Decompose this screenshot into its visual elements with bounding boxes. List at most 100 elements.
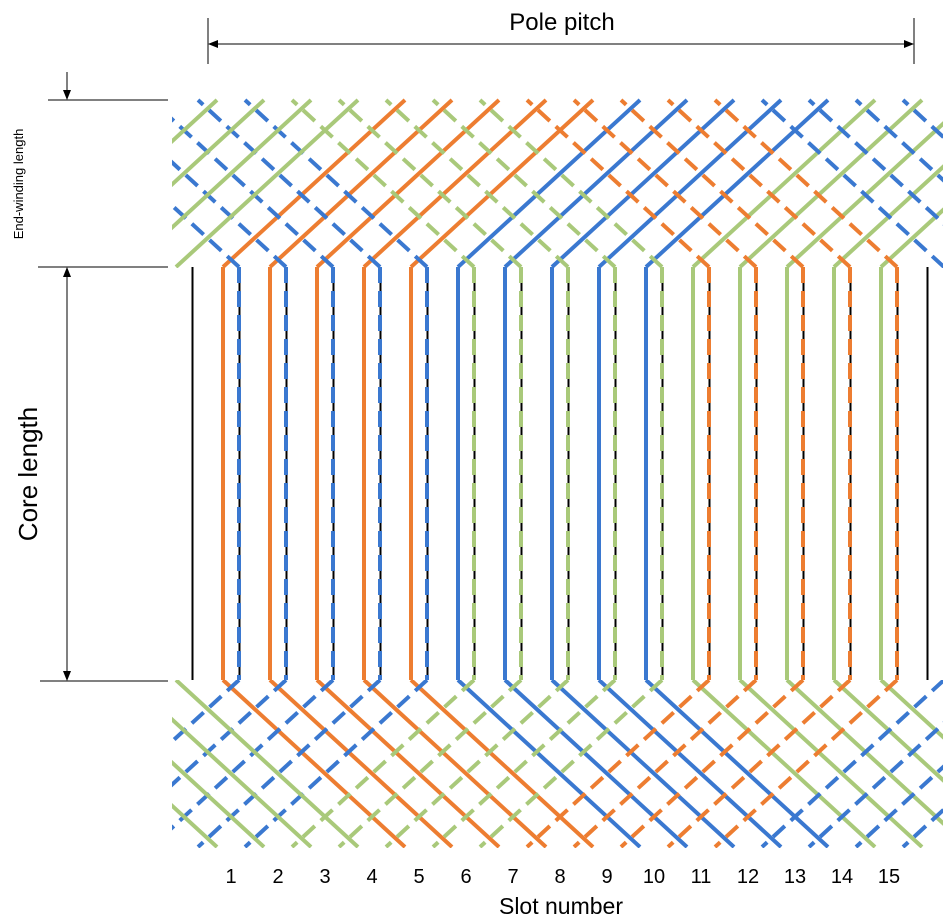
top-solid-end-winding bbox=[738, 98, 924, 268]
top-solid-end-winding bbox=[456, 98, 642, 268]
top-end-windings bbox=[172, 98, 943, 268]
bottom-solid-end-winding bbox=[691, 680, 877, 848]
bottom-solid-end-winding bbox=[172, 802, 219, 848]
top-solid-end-winding bbox=[644, 98, 830, 268]
bottom-solid-end-winding bbox=[0, 680, 170, 847]
slot-number-label: 4 bbox=[366, 866, 377, 888]
pole-pitch-dimension: Pole pitch bbox=[207, 9, 915, 64]
slot-number-label: 13 bbox=[784, 866, 806, 888]
top-solid-end-winding bbox=[503, 98, 689, 268]
core-length-label: Core length bbox=[13, 407, 43, 541]
top-dashed-end-winding bbox=[172, 159, 288, 268]
bottom-dashed-end-winding bbox=[854, 764, 943, 848]
top-dashed-end-winding bbox=[666, 98, 852, 268]
bottom-dashed-end-winding bbox=[384, 680, 570, 848]
slot-number-label: 7 bbox=[507, 866, 518, 888]
bottom-dashed-end-winding bbox=[243, 680, 429, 848]
top-dashed-end-winding bbox=[478, 98, 664, 268]
bottom-dashed-end-winding bbox=[337, 680, 523, 848]
top-dashed-end-winding bbox=[196, 98, 382, 268]
top-solid-end-winding bbox=[597, 98, 783, 268]
pole-pitch-label: Pole pitch bbox=[509, 9, 614, 36]
bottom-dashed-end-winding bbox=[172, 680, 241, 745]
bottom-solid-end-winding bbox=[172, 759, 266, 848]
bottom-solid-end-winding bbox=[597, 680, 783, 848]
bottom-solid-end-winding bbox=[409, 680, 595, 848]
slot-number-label: 12 bbox=[737, 866, 759, 888]
bottom-dashed-end-winding bbox=[572, 680, 758, 848]
slot-number-label: 8 bbox=[554, 866, 565, 888]
top-dashed-end-winding bbox=[901, 98, 943, 140]
slot-number-label: 2 bbox=[272, 866, 283, 888]
top-dashed-end-winding bbox=[172, 116, 335, 268]
slot-number-label: 9 bbox=[601, 866, 612, 888]
bottom-solid-end-winding bbox=[174, 680, 360, 848]
bottom-dashed-end-winding bbox=[760, 680, 943, 848]
bottom-solid-end-winding bbox=[362, 680, 548, 848]
top-dashed-end-winding bbox=[337, 98, 523, 268]
bottom-solid-end-winding bbox=[503, 680, 689, 848]
top-dashed-end-winding bbox=[572, 98, 758, 268]
top-solid-end-winding bbox=[172, 98, 219, 145]
slot-number-axis-label: Slot number bbox=[499, 893, 623, 919]
top-solid-end-winding bbox=[409, 98, 595, 268]
top-dashed-end-winding bbox=[431, 98, 617, 268]
top-solid-end-winding bbox=[550, 98, 736, 268]
bottom-dashed-end-winding bbox=[290, 680, 476, 848]
bottom-end-windings bbox=[0, 680, 943, 848]
bottom-dashed-end-winding bbox=[619, 680, 805, 848]
top-solid-end-winding bbox=[315, 98, 501, 268]
top-dashed-end-winding bbox=[290, 98, 476, 268]
top-dashed-end-winding bbox=[713, 98, 899, 268]
slot-number-label: 6 bbox=[460, 866, 471, 888]
top-solid-end-winding bbox=[174, 98, 360, 268]
slot-number-row: 1 2 3 4 5 6 7 8 9 10 11 12 13 14 15 bbox=[225, 866, 900, 888]
top-dashed-end-winding bbox=[760, 98, 943, 268]
bottom-solid-end-winding bbox=[879, 680, 943, 740]
bottom-dashed-end-winding bbox=[431, 680, 617, 848]
bottom-solid-end-winding bbox=[268, 680, 454, 848]
slot-number-label: 1 bbox=[225, 866, 236, 888]
top-solid-end-winding bbox=[268, 98, 454, 268]
bottom-solid-end-winding bbox=[785, 680, 943, 826]
slot-number-label: 14 bbox=[831, 866, 853, 888]
slot-region bbox=[191, 267, 929, 680]
bottom-solid-end-winding bbox=[832, 680, 943, 783]
top-dashed-end-winding bbox=[243, 98, 429, 268]
bottom-solid-end-winding bbox=[172, 716, 313, 848]
bottom-solid-end-winding bbox=[221, 680, 407, 848]
bottom-solid-end-winding bbox=[738, 680, 924, 848]
top-dashed-end-winding bbox=[854, 98, 943, 183]
end-winding-label: End-winding length bbox=[11, 129, 26, 240]
core-length-dimension: Core length bbox=[13, 267, 168, 682]
top-solid-end-winding bbox=[785, 121, 943, 268]
slot-number-label: 3 bbox=[319, 866, 330, 888]
bottom-dashed-end-winding bbox=[713, 680, 899, 848]
bottom-dashed-end-winding bbox=[807, 721, 943, 848]
top-solid-end-winding bbox=[362, 98, 548, 268]
bottom-solid-end-winding bbox=[644, 680, 830, 848]
bottom-dashed-end-winding bbox=[478, 680, 664, 848]
bottom-dashed-end-winding bbox=[172, 680, 335, 831]
slot-number-label: 11 bbox=[691, 866, 712, 888]
bottom-solid-end-winding bbox=[550, 680, 736, 848]
bottom-solid-end-winding bbox=[315, 680, 501, 848]
bottom-dashed-end-winding bbox=[901, 807, 943, 848]
top-solid-end-winding bbox=[172, 98, 313, 231]
bottom-dashed-end-winding bbox=[525, 680, 711, 848]
bottom-dashed-end-winding bbox=[196, 680, 382, 848]
top-dashed-end-winding bbox=[384, 98, 570, 268]
top-solid-end-winding bbox=[691, 98, 877, 268]
top-solid-end-winding bbox=[172, 98, 266, 188]
bottom-dashed-end-winding bbox=[666, 680, 852, 848]
top-dashed-end-winding bbox=[172, 202, 241, 268]
top-solid-end-winding bbox=[832, 164, 943, 268]
bottom-dashed-end-winding bbox=[172, 680, 288, 788]
top-solid-end-winding bbox=[879, 207, 943, 268]
top-solid-end-winding bbox=[221, 98, 407, 268]
slot-number-label: 15 bbox=[878, 866, 900, 888]
top-dashed-end-winding bbox=[525, 98, 711, 268]
slot-number-label: 10 bbox=[643, 866, 665, 888]
bottom-solid-end-winding bbox=[456, 680, 642, 848]
